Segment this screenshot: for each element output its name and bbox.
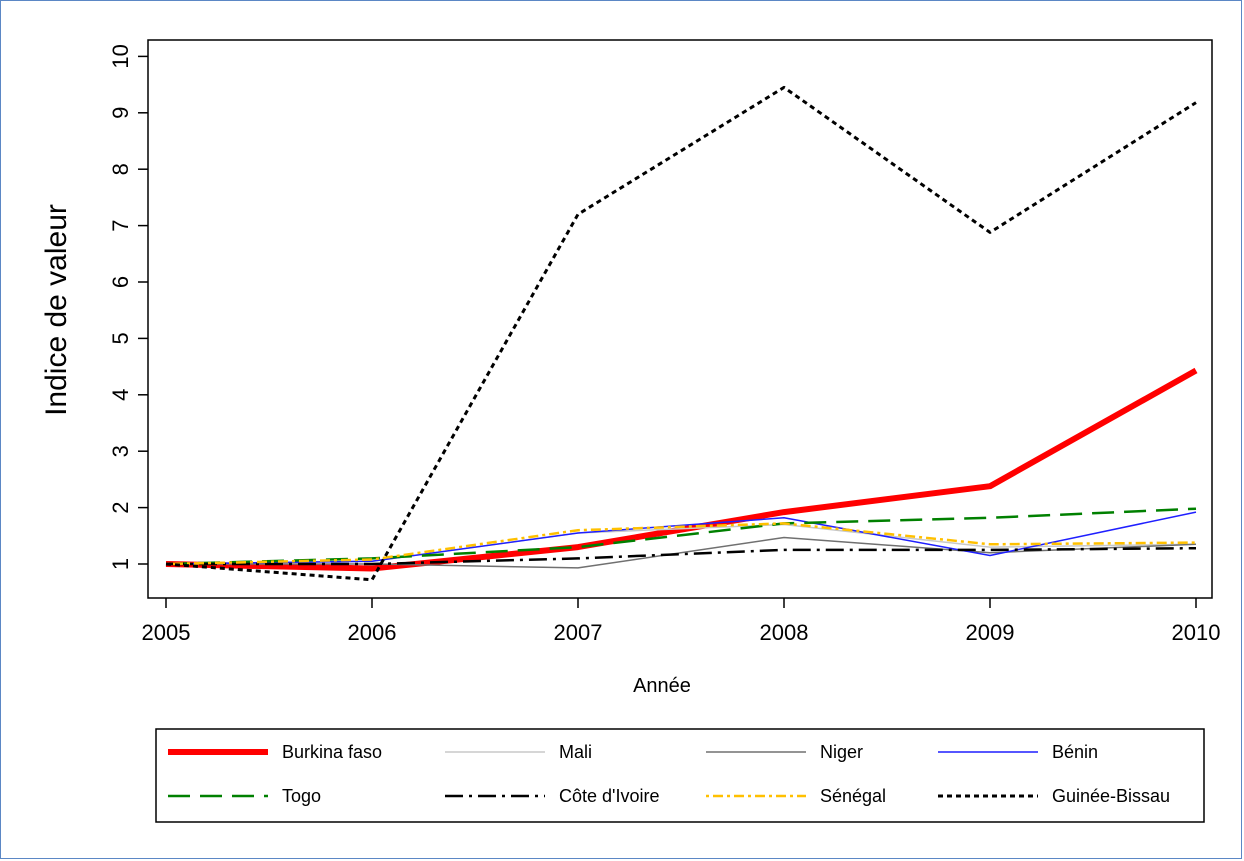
y-tick-label: 3 xyxy=(108,445,133,457)
x-tick-label: 2010 xyxy=(1172,620,1221,645)
y-tick-label: 7 xyxy=(108,219,133,231)
legend-label: Togo xyxy=(282,786,321,806)
series-line-niger xyxy=(166,536,1197,569)
x-tick-label: 2005 xyxy=(142,620,191,645)
x-tick-label: 2008 xyxy=(760,620,809,645)
x-axis: 2005 2006 2007 2008 2009 2010 xyxy=(142,598,1221,645)
x-tick-label: 2007 xyxy=(554,620,603,645)
legend-label: Sénégal xyxy=(820,786,886,806)
series-line-s-n-gal xyxy=(165,522,1197,566)
legend-label: Guinée-Bissau xyxy=(1052,786,1170,806)
legend-label: Mali xyxy=(559,742,592,762)
y-tick-label: 10 xyxy=(108,44,133,68)
legend-label: Bénin xyxy=(1052,742,1098,762)
series-line-burkina-faso xyxy=(165,367,1198,572)
y-tick-label: 5 xyxy=(108,332,133,344)
series-line-b-nin xyxy=(165,511,1197,565)
y-tick-label: 9 xyxy=(108,107,133,119)
y-tick-label: 4 xyxy=(108,389,133,401)
legend-label: Niger xyxy=(820,742,863,762)
legend: Burkina faso Mali Niger Bénin Togo Côte d'Ivo… xyxy=(155,728,1205,823)
x-tick-label: 2006 xyxy=(348,620,397,645)
series-lines xyxy=(165,85,1198,582)
plot-area-border xyxy=(147,39,1213,599)
y-tick-label: 2 xyxy=(108,501,133,513)
y-axis-title: Indice de valeur xyxy=(40,204,73,416)
legend-label: Burkina faso xyxy=(282,742,382,762)
y-axis: 1 2 3 4 5 6 7 8 9 10 xyxy=(108,44,148,570)
series-line-guin-e-bissau xyxy=(165,85,1197,582)
series-line-c-te-d-ivoire xyxy=(166,546,1197,566)
y-tick-label: 8 xyxy=(108,163,133,175)
x-axis-title: Année xyxy=(633,675,691,697)
legend-label: Côte d'Ivoire xyxy=(559,786,660,806)
y-tick-label: 1 xyxy=(108,558,133,570)
y-tick-label: 6 xyxy=(108,276,133,288)
series-line-togo xyxy=(165,507,1197,566)
legend-box xyxy=(155,728,1205,823)
x-tick-label: 2009 xyxy=(966,620,1015,645)
